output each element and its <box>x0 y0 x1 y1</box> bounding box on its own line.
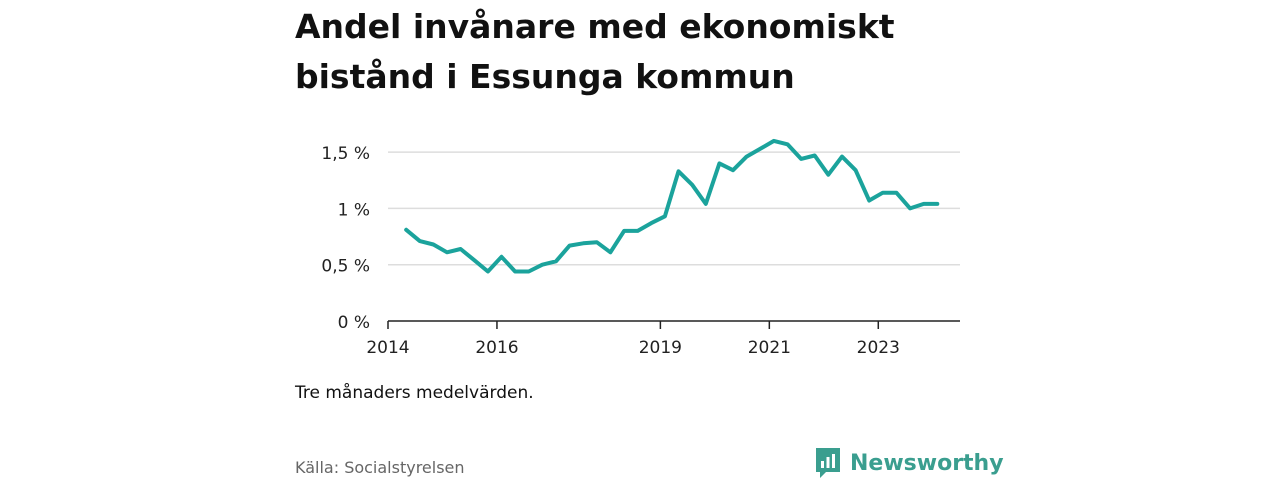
data-point <box>935 202 939 206</box>
data-point <box>731 168 735 172</box>
data-point <box>568 244 572 248</box>
data-point <box>826 173 830 177</box>
data-point <box>554 259 558 263</box>
chart-note: Tre månaders medelvärden. <box>295 383 534 403</box>
y-tick-label: 0 % <box>338 313 370 333</box>
data-point <box>595 240 599 244</box>
x-tick-label: 2016 <box>475 338 518 358</box>
data-point <box>513 269 517 273</box>
data-point <box>608 250 612 254</box>
x-tick-label: 2021 <box>748 338 791 358</box>
x-tick-label: 2023 <box>857 338 900 358</box>
brand-logo[interactable]: Newsworthy <box>814 446 1004 480</box>
y-tick-label: 0,5 % <box>321 257 370 277</box>
data-point <box>540 263 544 267</box>
x-axis-ticks: 2014 2016 2019 2021 2023 <box>366 321 900 358</box>
data-point <box>486 269 490 273</box>
data-point <box>772 139 776 143</box>
data-point <box>922 202 926 206</box>
data-point <box>758 147 762 151</box>
data-point <box>636 229 640 233</box>
data-point <box>704 202 708 206</box>
data-point <box>472 258 476 262</box>
data-point <box>581 241 585 245</box>
brand-name: Newsworthy <box>850 450 1004 476</box>
data-point <box>813 154 817 158</box>
series-line-0 <box>404 138 940 274</box>
x-tick-label: 2014 <box>366 338 409 358</box>
data-point <box>459 247 463 251</box>
data-point <box>499 255 503 259</box>
data-point <box>840 155 844 159</box>
data-point <box>894 191 898 195</box>
data-point <box>881 191 885 195</box>
data-point <box>649 221 653 225</box>
series-layer <box>404 138 940 274</box>
gridlines <box>388 151 960 266</box>
data-point <box>908 206 912 210</box>
data-point <box>745 155 749 159</box>
source-text: Källa: Socialstyrelsen <box>295 458 465 477</box>
data-point <box>622 229 626 233</box>
x-tick-label: 2019 <box>639 338 682 358</box>
data-point <box>785 142 789 146</box>
data-point <box>799 157 803 161</box>
data-point <box>445 250 449 254</box>
data-point <box>431 242 435 246</box>
y-axis-ticks: 0 % 0,5 % 1 % 1,5 % <box>321 144 370 333</box>
y-tick-label: 1,5 % <box>321 144 370 164</box>
y-tick-label: 1 % <box>338 200 370 220</box>
chart-title: Andel invånare med ekonomiskt bistånd i … <box>295 7 895 96</box>
data-point <box>677 169 681 173</box>
newsworthy-logo-icon <box>816 448 840 478</box>
data-point <box>867 199 871 203</box>
data-point <box>663 214 667 218</box>
data-point <box>717 161 721 165</box>
data-point <box>418 239 422 243</box>
data-point <box>527 269 531 273</box>
data-point <box>690 183 694 187</box>
data-point <box>404 228 408 232</box>
data-point <box>854 168 858 172</box>
